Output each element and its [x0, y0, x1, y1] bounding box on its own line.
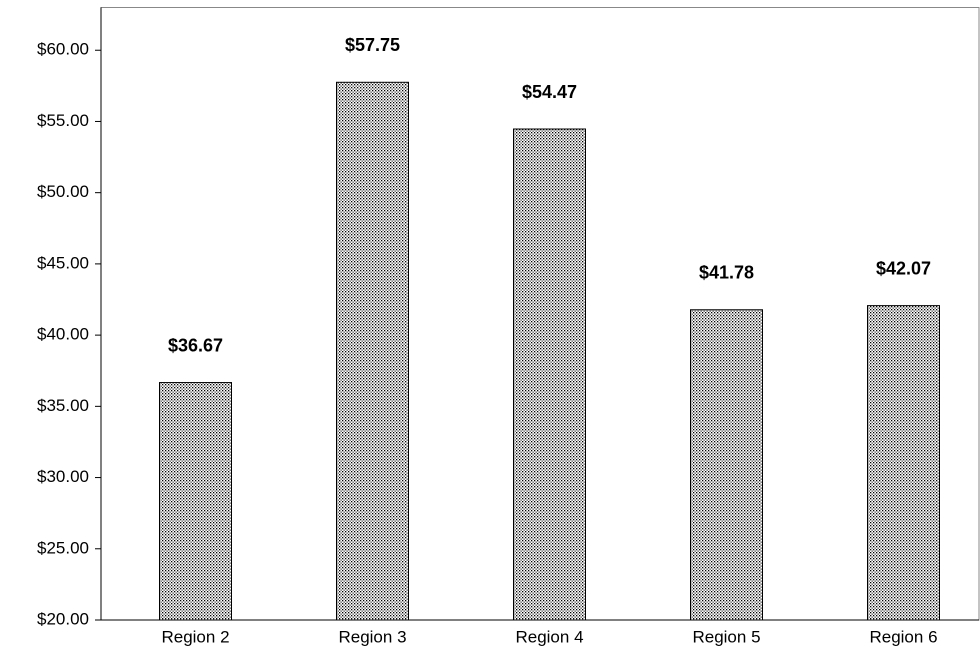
y-tick-label: $45.00 [37, 253, 89, 272]
x-tick-label: Region 6 [869, 627, 937, 646]
y-tick-label: $60.00 [37, 40, 89, 59]
x-tick-label: Region 2 [161, 627, 229, 646]
bar [336, 81, 409, 621]
bar [513, 128, 586, 621]
x-tick-label: Region 3 [338, 627, 406, 646]
x-tick-label: Region 4 [515, 627, 583, 646]
value-label: $42.07 [876, 258, 931, 278]
value-label: $36.67 [168, 335, 223, 355]
x-tick-label: Region 5 [692, 627, 760, 646]
y-tick-label: $20.00 [37, 609, 89, 628]
y-tick-label: $25.00 [37, 538, 89, 557]
y-tick-label: $40.00 [37, 325, 89, 344]
bar [867, 305, 940, 621]
y-tick-label: $35.00 [37, 396, 89, 415]
bar [690, 309, 763, 621]
y-tick-label: $50.00 [37, 182, 89, 201]
value-label: $41.78 [699, 263, 754, 283]
y-tick-label: $30.00 [37, 467, 89, 486]
value-label: $57.75 [345, 35, 400, 55]
y-tick-label: $55.00 [37, 111, 89, 130]
bar [159, 382, 232, 621]
value-label: $54.47 [522, 82, 577, 102]
